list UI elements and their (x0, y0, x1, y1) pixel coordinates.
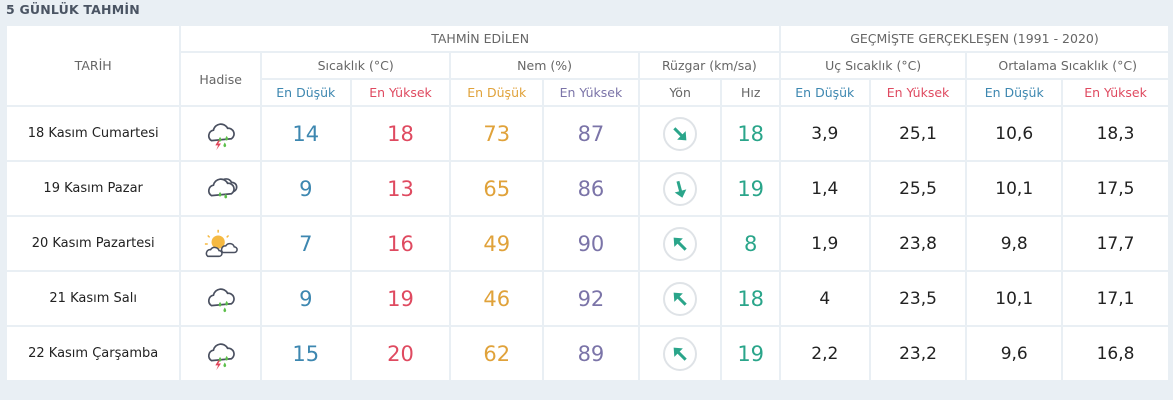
extreme-min: 2,2 (780, 327, 869, 380)
extreme-min: 3,9 (780, 107, 869, 160)
humidity-min: 65 (451, 162, 543, 215)
header-historical: GEÇMİŞTE GERÇEKLEŞEN (1991 - 2020) (780, 26, 1168, 51)
average-min: 10,1 (967, 272, 1062, 325)
header-temp-min: En Düşük (261, 80, 350, 105)
wind-direction (639, 272, 721, 325)
thunderstorm-rain-icon (181, 327, 260, 380)
wind-direction-arrow-icon (663, 171, 698, 206)
wind-direction-arrow-icon (663, 336, 698, 371)
header-extreme-temp: Uç Sıcaklık (°C) (780, 53, 966, 78)
wind-direction (639, 327, 721, 380)
date-cell: 21 Kasım Salı (7, 272, 180, 325)
header-wind: Rüzgar (km/sa) (639, 53, 779, 78)
wind-speed: 18 (722, 107, 779, 160)
temp-max: 19 (351, 272, 450, 325)
extreme-max: 25,1 (870, 107, 966, 160)
header-wind-speed: Hız (722, 80, 779, 105)
average-max: 17,1 (1063, 272, 1168, 325)
temp-max: 18 (351, 107, 450, 160)
average-max: 17,5 (1063, 162, 1168, 215)
humidity-max: 86 (544, 162, 638, 215)
date-cell: 22 Kasım Çarşamba (7, 327, 180, 380)
wind-direction-arrow-icon (663, 116, 698, 151)
temp-min: 9 (261, 272, 350, 325)
table-row: 20 Kasım Pazartesi 7 16 49 90 8 1,9 23,8… (7, 217, 1168, 270)
header-temp: Sıcaklık (°C) (261, 53, 450, 78)
forecast-table: TARİH TAHMİN EDİLEN GEÇMİŞTE GERÇEKLEŞEN… (5, 24, 1170, 382)
extreme-min: 1,4 (780, 162, 869, 215)
date-cell: 19 Kasım Pazar (7, 162, 180, 215)
rain-icon (181, 272, 260, 325)
humidity-min: 73 (451, 107, 543, 160)
thunderstorm-rain-icon (181, 107, 260, 160)
wind-speed: 18 (722, 272, 779, 325)
header-forecast: TAHMİN EDİLEN (181, 26, 779, 51)
header-date: TARİH (7, 26, 180, 105)
temp-max: 13 (351, 162, 450, 215)
header-wind-dir: Yön (639, 80, 721, 105)
average-min: 10,1 (967, 162, 1062, 215)
average-min: 9,8 (967, 217, 1062, 270)
partly-cloudy-icon (181, 217, 260, 270)
humidity-max: 90 (544, 217, 638, 270)
wind-direction (639, 217, 721, 270)
extreme-min: 4 (780, 272, 869, 325)
humidity-max: 89 (544, 327, 638, 380)
humidity-max: 92 (544, 272, 638, 325)
wind-direction (639, 162, 721, 215)
average-min: 9,6 (967, 327, 1062, 380)
header-hum-max: En Yüksek (544, 80, 638, 105)
wind-speed: 8 (722, 217, 779, 270)
temp-min: 7 (261, 217, 350, 270)
humidity-max: 87 (544, 107, 638, 160)
temp-min: 15 (261, 327, 350, 380)
table-row: 22 Kasım Çarşamba 15 20 62 89 19 2,2 23,… (7, 327, 1168, 380)
average-max: 18,3 (1063, 107, 1168, 160)
cloudy-rain-icon (181, 162, 260, 215)
temp-max: 20 (351, 327, 450, 380)
header-ext-max: En Yüksek (870, 80, 966, 105)
extreme-max: 23,8 (870, 217, 966, 270)
date-cell: 20 Kasım Pazartesi (7, 217, 180, 270)
wind-direction-arrow-icon (663, 226, 698, 261)
header-temp-max: En Yüksek (351, 80, 450, 105)
header-avg-max: En Yüksek (1063, 80, 1168, 105)
table-row: 18 Kasım Cumartesi 14 18 73 87 18 3,9 25… (7, 107, 1168, 160)
average-min: 10,6 (967, 107, 1062, 160)
header-ext-min: En Düşük (780, 80, 869, 105)
header-humidity: Nem (%) (451, 53, 638, 78)
section-title: 5 GÜNLÜK TAHMİN (6, 2, 140, 17)
humidity-min: 62 (451, 327, 543, 380)
date-cell: 18 Kasım Cumartesi (7, 107, 180, 160)
table-row: 19 Kasım Pazar 9 13 65 86 19 1,4 25,5 10… (7, 162, 1168, 215)
header-avg-min: En Düşük (967, 80, 1062, 105)
extreme-max: 25,5 (870, 162, 966, 215)
header-avg-temp: Ortalama Sıcaklık (°C) (967, 53, 1168, 78)
temp-min: 14 (261, 107, 350, 160)
header-hum-min: En Düşük (451, 80, 543, 105)
wind-speed: 19 (722, 162, 779, 215)
wind-direction-arrow-icon (663, 281, 698, 316)
header-event: Hadise (181, 53, 260, 105)
extreme-max: 23,2 (870, 327, 966, 380)
humidity-min: 46 (451, 272, 543, 325)
extreme-max: 23,5 (870, 272, 966, 325)
extreme-min: 1,9 (780, 217, 869, 270)
average-max: 17,7 (1063, 217, 1168, 270)
table-row: 21 Kasım Salı 9 19 46 92 18 4 23,5 10,1 … (7, 272, 1168, 325)
humidity-min: 49 (451, 217, 543, 270)
wind-direction (639, 107, 721, 160)
wind-speed: 19 (722, 327, 779, 380)
temp-max: 16 (351, 217, 450, 270)
average-max: 16,8 (1063, 327, 1168, 380)
temp-min: 9 (261, 162, 350, 215)
